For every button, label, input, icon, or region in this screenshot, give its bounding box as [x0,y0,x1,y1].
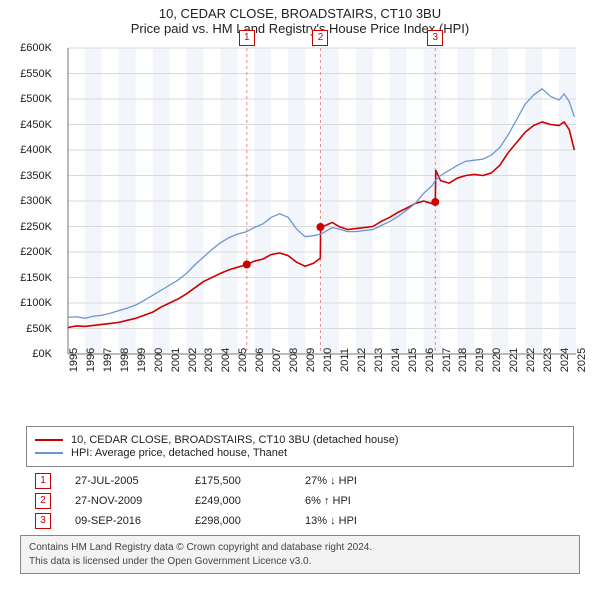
legend-row-property: 10, CEDAR CLOSE, BROADSTAIRS, CT10 3BU (… [35,434,565,446]
y-tick-label: £250K [0,221,52,233]
x-tick-label: 2005 [237,348,249,372]
x-tick-label: 2011 [339,348,351,372]
title-block: 10, CEDAR CLOSE, BROADSTAIRS, CT10 3BU P… [0,0,600,36]
x-tick-label: 2016 [424,348,436,372]
footer: Contains HM Land Registry data © Crown c… [20,535,580,574]
x-tick-label: 1995 [68,348,80,372]
title-address: 10, CEDAR CLOSE, BROADSTAIRS, CT10 3BU [0,6,600,21]
event-marker: 1 [35,473,51,489]
event-price: £175,500 [195,475,305,487]
x-tick-label: 1999 [136,348,148,372]
x-tick-label: 2019 [474,348,486,372]
y-tick-label: £100K [0,297,52,309]
event-price: £249,000 [195,495,305,507]
y-tick-label: £50K [0,323,52,335]
event-date: 27-NOV-2009 [75,495,195,507]
event-date: 27-JUL-2005 [75,475,195,487]
y-tick-label: £550K [0,68,52,80]
event-row-3: 3 09-SEP-2016£298,00013% ↓ HPI [35,513,565,529]
x-tick-label: 2003 [203,348,215,372]
event-marker: 3 [35,513,51,529]
x-tick-label: 2004 [220,348,232,372]
legend-label: HPI: Average price, detached house, Than… [71,447,287,459]
x-tick-label: 2021 [508,348,520,372]
marker-label-1: 1 [239,30,255,46]
x-tick-label: 2014 [390,348,402,372]
x-tick-label: 2015 [407,348,419,372]
y-tick-label: £450K [0,119,52,131]
x-tick-label: 2013 [373,348,385,372]
x-tick-label: 2024 [559,348,571,372]
chart-svg [20,42,580,382]
x-tick-label: 2025 [576,348,588,372]
x-tick-label: 2002 [187,348,199,372]
x-tick-label: 2008 [288,348,300,372]
x-tick-label: 2022 [525,348,537,372]
y-tick-label: £0K [0,348,52,360]
event-price: £298,000 [195,515,305,527]
legend-swatch [35,439,63,441]
y-tick-label: £500K [0,93,52,105]
x-tick-label: 2007 [271,348,283,372]
y-tick-label: £200K [0,246,52,258]
legend: 10, CEDAR CLOSE, BROADSTAIRS, CT10 3BU (… [26,426,574,467]
x-tick-label: 1997 [102,348,114,372]
x-tick-label: 2001 [170,348,182,372]
event-delta: 13% ↓ HPI [305,515,425,527]
title-subtitle: Price paid vs. HM Land Registry's House … [0,21,600,36]
x-tick-label: 2018 [457,348,469,372]
events-table: 1 27-JUL-2005£175,50027% ↓ HPI 2 27-NOV-200… [35,473,565,529]
y-tick-label: £150K [0,272,52,284]
x-tick-label: 2017 [441,348,453,372]
marker-label-3: 3 [427,30,443,46]
event-delta: 6% ↑ HPI [305,495,425,507]
x-tick-label: 2012 [356,348,368,372]
x-tick-label: 2009 [305,348,317,372]
footer-line1: Contains HM Land Registry data © Crown c… [29,541,571,555]
x-tick-label: 2000 [153,348,165,372]
x-tick-label: 2010 [322,348,334,372]
x-tick-label: 1996 [85,348,97,372]
footer-line2: This data is licensed under the Open Gov… [29,555,571,569]
legend-row-hpi: HPI: Average price, detached house, Than… [35,447,565,459]
y-tick-label: £600K [0,42,52,54]
x-tick-label: 2020 [491,348,503,372]
legend-label: 10, CEDAR CLOSE, BROADSTAIRS, CT10 3BU (… [71,434,398,446]
event-marker: 2 [35,493,51,509]
chart: £0K£50K£100K£150K£200K£250K£300K£350K£40… [20,42,580,382]
x-tick-label: 2023 [542,348,554,372]
event-delta: 27% ↓ HPI [305,475,425,487]
marker-label-2: 2 [312,30,328,46]
event-row-2: 2 27-NOV-2009£249,0006% ↑ HPI [35,493,565,509]
x-tick-label: 2006 [254,348,266,372]
legend-swatch [35,452,63,454]
event-row-1: 1 27-JUL-2005£175,50027% ↓ HPI [35,473,565,489]
event-date: 09-SEP-2016 [75,515,195,527]
y-tick-label: £400K [0,144,52,156]
y-tick-label: £300K [0,195,52,207]
x-tick-label: 1998 [119,348,131,372]
y-tick-label: £350K [0,170,52,182]
